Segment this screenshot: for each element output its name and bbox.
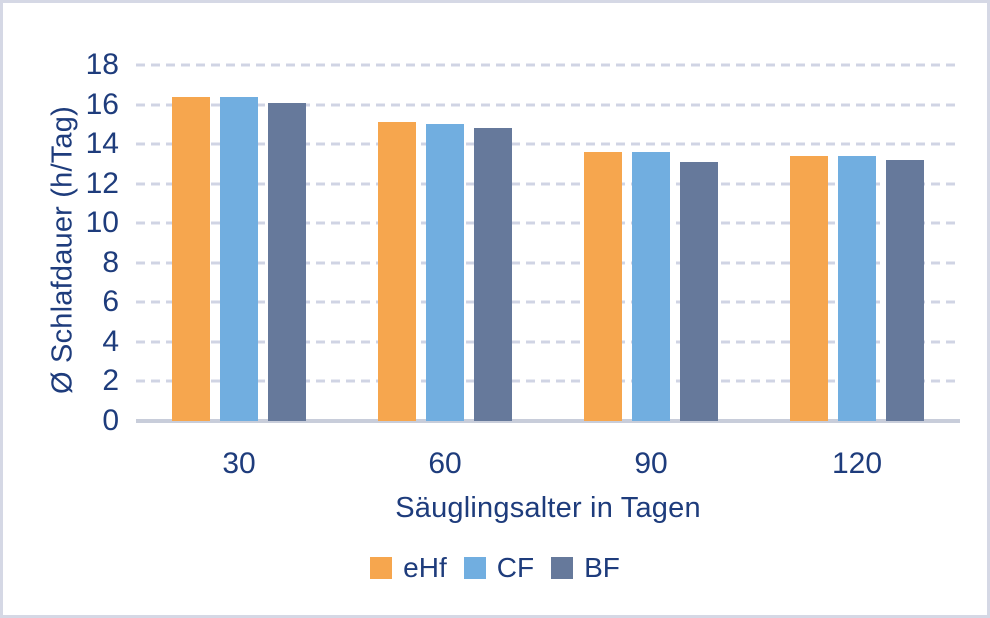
y-tick-label-10: 10 <box>85 206 119 240</box>
gridline-14 <box>136 142 960 146</box>
legend-item-CF: CF <box>463 552 535 583</box>
legend-swatch-icon-BF <box>551 557 574 579</box>
gridline-10 <box>136 221 960 225</box>
bar-CF-90 <box>632 152 670 421</box>
legend-item-BF: BF <box>551 554 620 582</box>
legend-swatch-icon-CF <box>463 557 486 579</box>
legend-label-BF: BF <box>584 552 620 583</box>
x-tick-label-90: 90 <box>634 447 668 480</box>
bars-layer <box>136 65 960 421</box>
x-axis-tick-labels: 30 60 90 120 <box>136 447 960 480</box>
legend-label-CF: CF <box>496 552 535 583</box>
y-tick-label-16: 16 <box>85 87 119 121</box>
bar-group-120 <box>754 65 960 421</box>
bar-BF-30 <box>268 102 306 421</box>
legend-swatch-icon-eHf <box>370 557 393 579</box>
legend-label-eHf: eHf <box>403 552 447 583</box>
gridline-12 <box>136 182 960 186</box>
bar-BF-90 <box>680 161 718 421</box>
bar-CF-30 <box>220 96 258 421</box>
gridline-2 <box>136 379 960 383</box>
bar-eHf-120 <box>790 155 828 421</box>
bar-CF-120 <box>838 155 876 421</box>
bar-eHf-30 <box>172 96 210 421</box>
bar-BF-120 <box>886 159 924 421</box>
y-tick-label-12: 12 <box>85 166 119 200</box>
bar-eHf-60 <box>378 122 416 421</box>
bar-group-90 <box>548 65 754 421</box>
x-tick-label-30: 30 <box>222 447 256 480</box>
bar-eHf-90 <box>584 152 622 421</box>
plot-area <box>136 63 960 423</box>
gridline-6 <box>136 300 960 304</box>
bar-group-60 <box>342 65 548 421</box>
y-axis-tick-labels: 0 2 4 6 8 10 12 14 16 18 <box>3 50 119 436</box>
y-tick-label-6: 6 <box>102 285 119 319</box>
bar-group-30 <box>136 65 342 421</box>
x-tick-label-120: 120 <box>831 447 883 480</box>
y-tick-label-18: 18 <box>85 48 119 81</box>
y-tick-label-4: 4 <box>102 324 119 358</box>
x-tick-label-60: 60 <box>428 447 462 480</box>
gridline-16 <box>136 103 960 107</box>
bar-CF-60 <box>426 124 464 421</box>
y-tick-label-2: 2 <box>102 364 119 398</box>
gridline-8 <box>136 261 960 265</box>
y-tick-label-14: 14 <box>85 127 119 161</box>
gridline-4 <box>136 340 960 344</box>
x-axis-title: Säuglingsalter in Tagen <box>395 492 701 524</box>
legend: eHf CF BF <box>3 554 987 582</box>
legend-item-eHf: eHf <box>370 554 447 582</box>
x-axis-line <box>136 419 960 423</box>
bar-BF-60 <box>474 128 512 421</box>
gridline-18 <box>136 63 960 67</box>
y-tick-label-8: 8 <box>102 245 119 279</box>
y-tick-label-0: 0 <box>102 404 119 437</box>
